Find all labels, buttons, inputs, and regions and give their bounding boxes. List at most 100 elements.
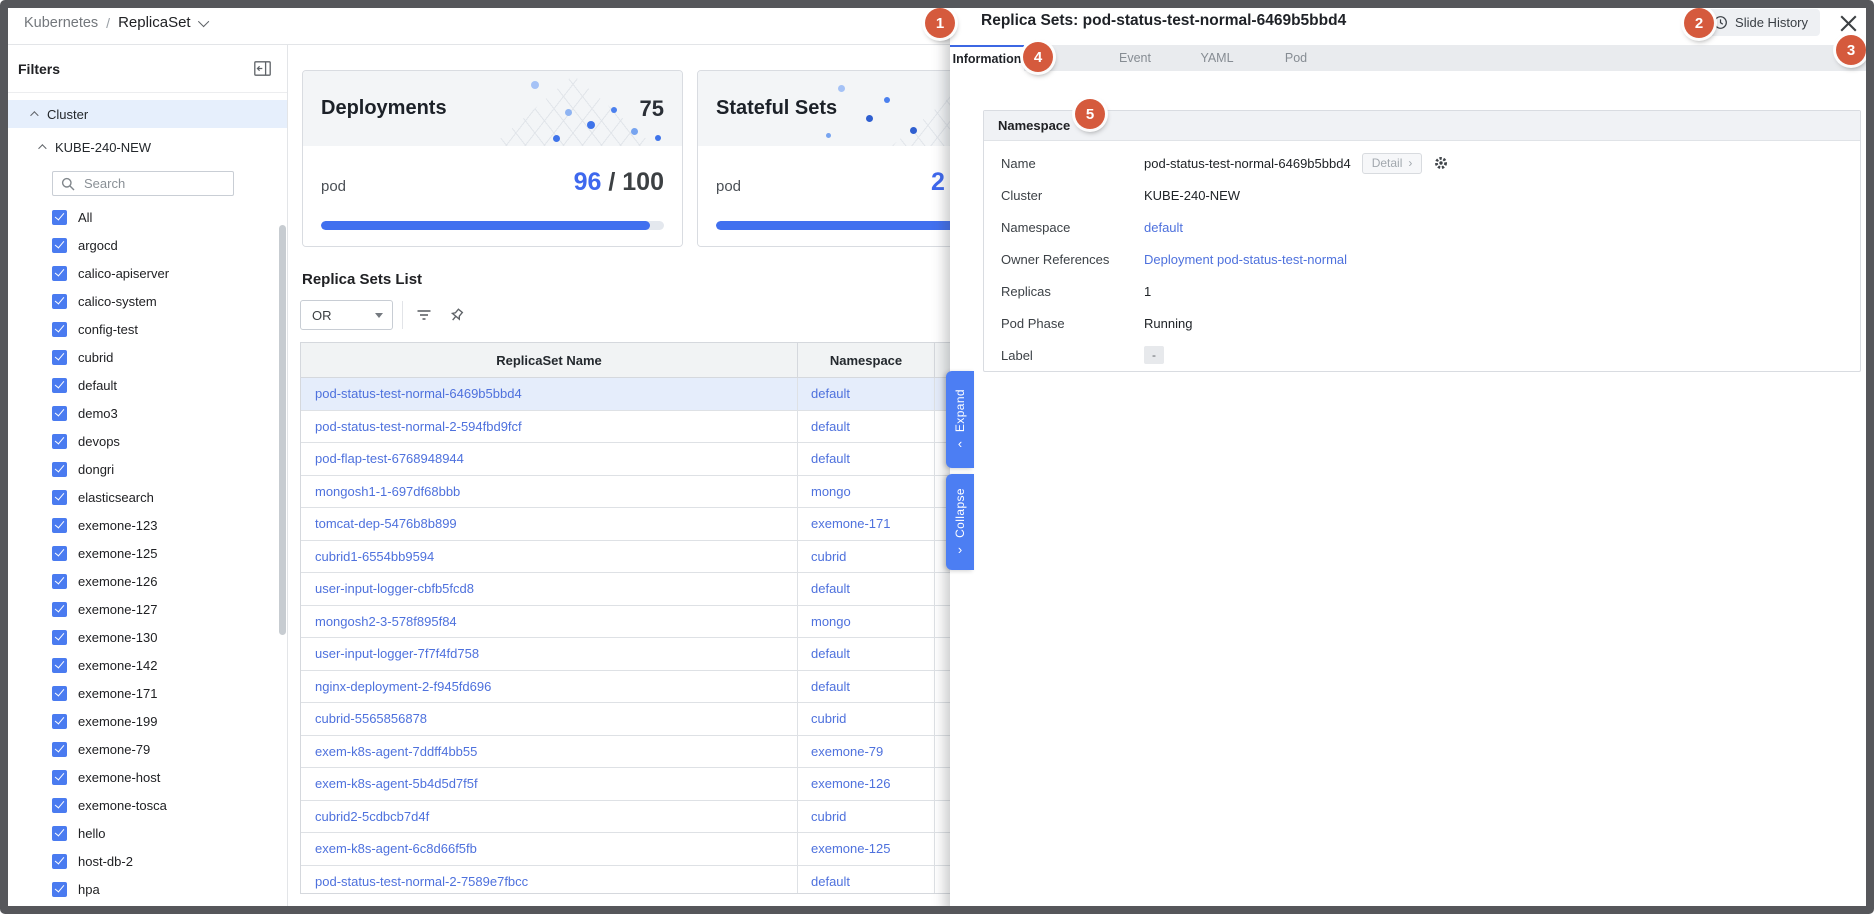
checkbox-checked-icon[interactable] <box>52 377 67 393</box>
namespace-link[interactable]: cubrid <box>811 548 847 564</box>
namespace-link[interactable]: default <box>811 646 851 662</box>
namespace-checkbox-item[interactable]: config-test <box>0 315 287 343</box>
checkbox-checked-icon[interactable] <box>52 797 67 813</box>
checkbox-checked-icon[interactable] <box>52 825 67 841</box>
table-row[interactable]: user-input-logger-cbfb5fcd8 default <box>301 573 1059 606</box>
namespace-checkbox-item[interactable]: elasticsearch <box>0 483 287 511</box>
namespace-checkbox-item[interactable]: exemone-171 <box>0 679 287 707</box>
filter-icon[interactable] <box>411 302 437 328</box>
checkbox-checked-icon[interactable] <box>52 741 67 757</box>
replicaset-name-link[interactable]: tomcat-dep-5476b8b899 <box>315 516 457 532</box>
namespace-checkbox-item-clipped[interactable] <box>0 903 287 914</box>
namespace-link[interactable]: exemone-79 <box>811 743 884 759</box>
replicaset-name-link[interactable]: cubrid1-6554bb9594 <box>315 548 435 564</box>
table-row[interactable]: pod-flap-test-6768948944 default <box>301 443 1059 476</box>
namespace-checkbox-item[interactable]: hpa <box>0 875 287 903</box>
sidebar-scrollbar[interactable] <box>279 225 286 635</box>
namespace-checkbox-item[interactable]: default <box>0 371 287 399</box>
checkbox-checked-icon[interactable] <box>52 657 67 673</box>
table-row[interactable]: pod-status-test-normal-6469b5bbd4 default <box>301 378 1059 411</box>
checkbox-checked-icon[interactable] <box>52 405 67 421</box>
namespace-checkbox-item[interactable]: exemone-130 <box>0 623 287 651</box>
field-value-link[interactable]: Deployment pod-status-test-normal <box>1144 251 1348 267</box>
table-row[interactable]: nginx-deployment-2-f945fd696 default <box>301 670 1059 703</box>
column-header-replicaset-name[interactable]: ReplicaSet Name <box>301 343 798 377</box>
table-row[interactable]: pod-status-test-normal-2-7589e7fbcc defau… <box>301 865 1059 893</box>
namespace-link[interactable]: default <box>811 418 851 434</box>
chevron-down-icon[interactable] <box>197 15 209 27</box>
sidebar-item-cluster-name[interactable]: KUBE-240-NEW <box>0 133 287 161</box>
namespace-link[interactable]: default <box>811 386 851 402</box>
search-input[interactable] <box>82 175 225 192</box>
breadcrumb-replicaset[interactable]: ReplicaSet <box>118 14 191 31</box>
replicaset-name-link[interactable]: user-input-logger-7f7f4fd758 <box>315 646 480 662</box>
checkbox-checked-icon[interactable] <box>52 545 67 561</box>
replicaset-name-link[interactable]: exem-k8s-agent-6c8d66f5fb <box>315 841 477 857</box>
table-row[interactable]: pod-status-test-normal-2-594fbd9fcf defau… <box>301 410 1059 443</box>
checkbox-checked-icon[interactable] <box>52 293 67 309</box>
checkbox-checked-icon[interactable] <box>52 489 67 505</box>
namespace-link[interactable]: mongo <box>811 483 851 499</box>
replicaset-name-link[interactable]: pod-status-test-normal-2-594fbd9fcf <box>315 418 522 434</box>
table-row[interactable]: cubrid1-6554bb9594 cubrid <box>301 540 1059 573</box>
namespace-checkbox-item[interactable]: calico-apiserver <box>0 259 287 287</box>
namespace-checkbox-item[interactable]: exemone-125 <box>0 539 287 567</box>
field-value-link[interactable]: default <box>1144 219 1184 235</box>
checkbox-checked-icon[interactable] <box>52 573 67 589</box>
breadcrumb-kubernetes[interactable]: Kubernetes <box>24 14 99 31</box>
namespace-link[interactable]: exemone-126 <box>811 776 891 792</box>
expand-panel-button[interactable]: Expand ‹ <box>946 371 974 468</box>
namespace-checkbox-item[interactable]: exemone-126 <box>0 567 287 595</box>
namespace-link[interactable]: exemone-125 <box>811 841 891 857</box>
namespace-checkbox-item[interactable]: exemone-123 <box>0 511 287 539</box>
namespace-checkbox-item[interactable]: exemone-79 <box>0 735 287 763</box>
namespace-link[interactable]: default <box>811 873 851 889</box>
table-row[interactable]: cubrid2-5cdbcb7d4f cubrid <box>301 800 1059 833</box>
table-row[interactable]: user-input-logger-7f7f4fd758 default <box>301 638 1059 671</box>
checkbox-checked-icon[interactable] <box>52 237 67 253</box>
namespace-link[interactable]: default <box>811 678 851 694</box>
table-row[interactable]: exem-k8s-agent-7ddff4bb55 exemone-79 <box>301 735 1059 768</box>
gear-icon[interactable] <box>1433 155 1449 171</box>
checkbox-checked-icon[interactable] <box>52 881 67 897</box>
replicaset-name-link[interactable]: mongosh2-3-578f895f84 <box>315 613 457 629</box>
table-row[interactable]: tomcat-dep-5476b8b899 exemone-171 <box>301 508 1059 541</box>
slide-history-button[interactable]: Slide History <box>1701 9 1820 36</box>
replicaset-name-link[interactable]: cubrid2-5cdbcb7d4f <box>315 808 430 824</box>
checkbox-checked-icon[interactable] <box>52 461 67 477</box>
namespace-checkbox-item[interactable]: cubrid <box>0 343 287 371</box>
replicaset-name-link[interactable]: exem-k8s-agent-7ddff4bb55 <box>315 743 478 759</box>
checkbox-checked-icon[interactable] <box>52 321 67 337</box>
replicaset-name-link[interactable]: nginx-deployment-2-f945fd696 <box>315 678 492 694</box>
namespace-checkbox-item[interactable]: hello <box>0 819 287 847</box>
namespace-checkbox-item[interactable]: host-db-2 <box>0 847 287 875</box>
replicaset-name-link[interactable]: exem-k8s-agent-5b4d5d7f5f <box>315 776 478 792</box>
namespace-checkbox-item[interactable]: exemone-127 <box>0 595 287 623</box>
replicaset-name-link[interactable]: cubrid-5565856878 <box>315 711 428 727</box>
tab-event[interactable]: Event <box>1119 51 1151 65</box>
table-row[interactable]: mongosh2-3-578f895f84 mongo <box>301 605 1059 638</box>
collapse-panel-icon[interactable] <box>254 61 271 76</box>
table-row[interactable]: mongosh1-1-697df68bbb mongo <box>301 475 1059 508</box>
replicaset-name-link[interactable]: pod-status-test-normal-2-7589e7fbcc <box>315 873 529 889</box>
namespace-link[interactable]: exemone-171 <box>811 516 891 532</box>
checkbox-checked-icon[interactable] <box>52 713 67 729</box>
tab-information[interactable]: Information <box>950 45 1024 71</box>
namespace-checkbox-item[interactable]: All <box>0 203 287 231</box>
table-row[interactable]: exem-k8s-agent-5b4d5d7f5f exemone-126 <box>301 768 1059 801</box>
namespace-link[interactable]: default <box>811 581 851 597</box>
tab-pod[interactable]: Pod <box>1284 51 1308 65</box>
operator-select[interactable]: OR <box>300 300 393 330</box>
namespace-checkbox-item[interactable]: devops <box>0 427 287 455</box>
replicaset-name-link[interactable]: mongosh1-1-697df68bbb <box>315 483 461 499</box>
namespace-link[interactable]: cubrid <box>811 808 847 824</box>
replicaset-name-link[interactable]: user-input-logger-cbfb5fcd8 <box>315 581 474 597</box>
checkbox-checked-icon[interactable] <box>52 909 67 914</box>
checkbox-checked-icon[interactable] <box>52 601 67 617</box>
replicaset-name-link[interactable]: pod-flap-test-6768948944 <box>315 451 464 467</box>
checkbox-checked-icon[interactable] <box>52 685 67 701</box>
namespace-link[interactable]: cubrid <box>811 711 847 727</box>
checkbox-checked-icon[interactable] <box>52 517 67 533</box>
detail-button[interactable]: Detail › <box>1361 152 1423 174</box>
close-icon[interactable] <box>1838 13 1858 33</box>
